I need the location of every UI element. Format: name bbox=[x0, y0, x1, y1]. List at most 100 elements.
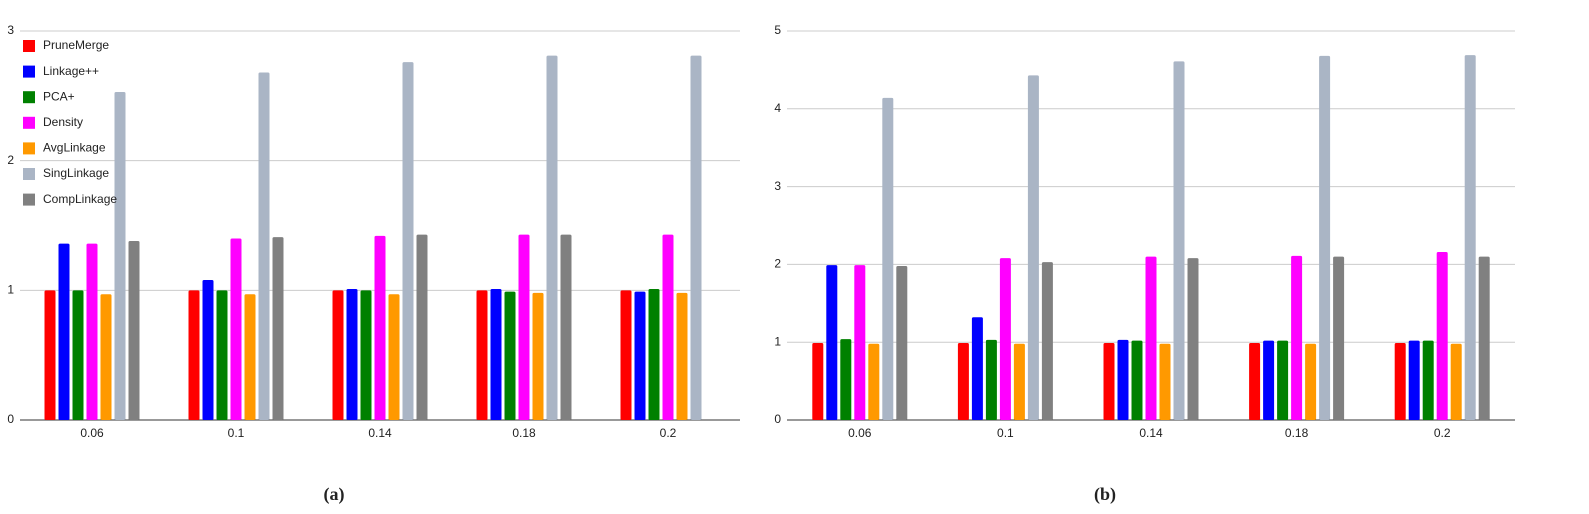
y-tick-label: 1 bbox=[774, 334, 781, 348]
legend-swatch bbox=[23, 193, 35, 206]
bar bbox=[882, 97, 894, 421]
bar bbox=[560, 234, 572, 420]
bar bbox=[332, 290, 344, 420]
bar bbox=[690, 55, 702, 421]
bar bbox=[1422, 340, 1434, 420]
bar bbox=[896, 265, 908, 420]
bar bbox=[504, 291, 516, 420]
bar bbox=[374, 235, 386, 420]
legend-label: SingLinkage bbox=[43, 166, 109, 180]
bar bbox=[1103, 342, 1115, 420]
legend-swatch bbox=[23, 168, 35, 180]
bar bbox=[416, 234, 428, 420]
x-tick-label: 0.14 bbox=[1139, 426, 1163, 440]
x-tick-label: 0.2 bbox=[1434, 426, 1451, 440]
y-tick-label: 5 bbox=[774, 23, 781, 37]
bar bbox=[1291, 255, 1303, 420]
bar bbox=[388, 294, 400, 420]
bar bbox=[86, 243, 98, 420]
bar bbox=[202, 279, 214, 420]
x-tick-label: 0.18 bbox=[1285, 426, 1309, 440]
bar bbox=[812, 342, 824, 420]
y-tick-label: 2 bbox=[774, 257, 781, 271]
bar bbox=[1464, 55, 1476, 420]
bar bbox=[854, 265, 866, 420]
y-tick-label: 0 bbox=[7, 412, 14, 426]
bar bbox=[230, 238, 242, 420]
bar bbox=[188, 290, 200, 420]
bar bbox=[662, 234, 674, 420]
bar bbox=[1305, 343, 1317, 420]
y-tick-label: 4 bbox=[774, 101, 781, 115]
bar bbox=[1249, 342, 1261, 420]
legend-label: CompLinkage bbox=[43, 192, 117, 206]
x-tick-label: 0.2 bbox=[660, 426, 677, 440]
bar bbox=[1263, 340, 1275, 420]
bar bbox=[648, 289, 660, 420]
bar bbox=[634, 291, 646, 420]
bar bbox=[1159, 343, 1171, 420]
legend-swatch bbox=[23, 142, 35, 155]
bar bbox=[1394, 342, 1406, 420]
bar bbox=[216, 290, 228, 420]
x-tick-label: 0.1 bbox=[228, 426, 245, 440]
bar bbox=[1131, 340, 1143, 420]
bar bbox=[532, 292, 544, 420]
bar bbox=[128, 241, 140, 420]
bar bbox=[44, 290, 56, 420]
bar bbox=[346, 289, 358, 420]
legend-label: PCA+ bbox=[43, 89, 75, 103]
legend-swatch bbox=[23, 40, 35, 52]
bar bbox=[244, 294, 256, 420]
bar bbox=[1027, 75, 1039, 420]
bar bbox=[1145, 256, 1157, 420]
bar bbox=[402, 62, 414, 421]
bar bbox=[490, 289, 502, 420]
y-tick-label: 3 bbox=[774, 179, 781, 193]
bar bbox=[1041, 262, 1053, 420]
bar bbox=[1478, 256, 1490, 420]
legend-label: PruneMerge bbox=[43, 38, 109, 52]
bar bbox=[1187, 258, 1199, 420]
legend-swatch bbox=[23, 65, 35, 78]
bar bbox=[1013, 343, 1025, 420]
legend-label: Density bbox=[43, 115, 83, 129]
bar bbox=[840, 339, 852, 420]
bar bbox=[1450, 343, 1462, 420]
bar bbox=[1436, 251, 1448, 420]
bar bbox=[476, 290, 488, 420]
bar bbox=[868, 343, 880, 420]
bar bbox=[518, 234, 530, 420]
bar bbox=[272, 237, 284, 420]
bar bbox=[1277, 340, 1289, 420]
x-tick-label: 0.06 bbox=[80, 426, 104, 440]
x-tick-label: 0.18 bbox=[512, 426, 536, 440]
legend-swatch bbox=[23, 91, 35, 104]
bar bbox=[72, 290, 84, 420]
bar bbox=[999, 258, 1011, 420]
bar bbox=[1319, 55, 1331, 421]
bar bbox=[971, 317, 983, 420]
bar bbox=[114, 91, 126, 421]
y-tick-label: 2 bbox=[7, 153, 14, 167]
y-tick-label: 3 bbox=[7, 23, 14, 37]
bar bbox=[957, 342, 969, 420]
caption: (a) bbox=[324, 484, 345, 505]
legend-label: Linkage++ bbox=[43, 64, 99, 78]
bar bbox=[360, 290, 372, 420]
bar bbox=[620, 290, 632, 420]
bar bbox=[826, 265, 838, 420]
bar bbox=[1117, 339, 1129, 420]
x-tick-label: 0.14 bbox=[368, 426, 392, 440]
y-tick-label: 1 bbox=[7, 283, 14, 297]
caption: (b) bbox=[1094, 484, 1116, 505]
bar bbox=[1333, 256, 1345, 420]
legend-label: AvgLinkage bbox=[43, 141, 106, 155]
bar bbox=[676, 292, 688, 420]
bar bbox=[58, 243, 70, 420]
bar bbox=[985, 339, 997, 420]
x-tick-label: 0.1 bbox=[997, 426, 1014, 440]
legend-swatch bbox=[23, 116, 35, 129]
bar bbox=[1173, 61, 1185, 420]
